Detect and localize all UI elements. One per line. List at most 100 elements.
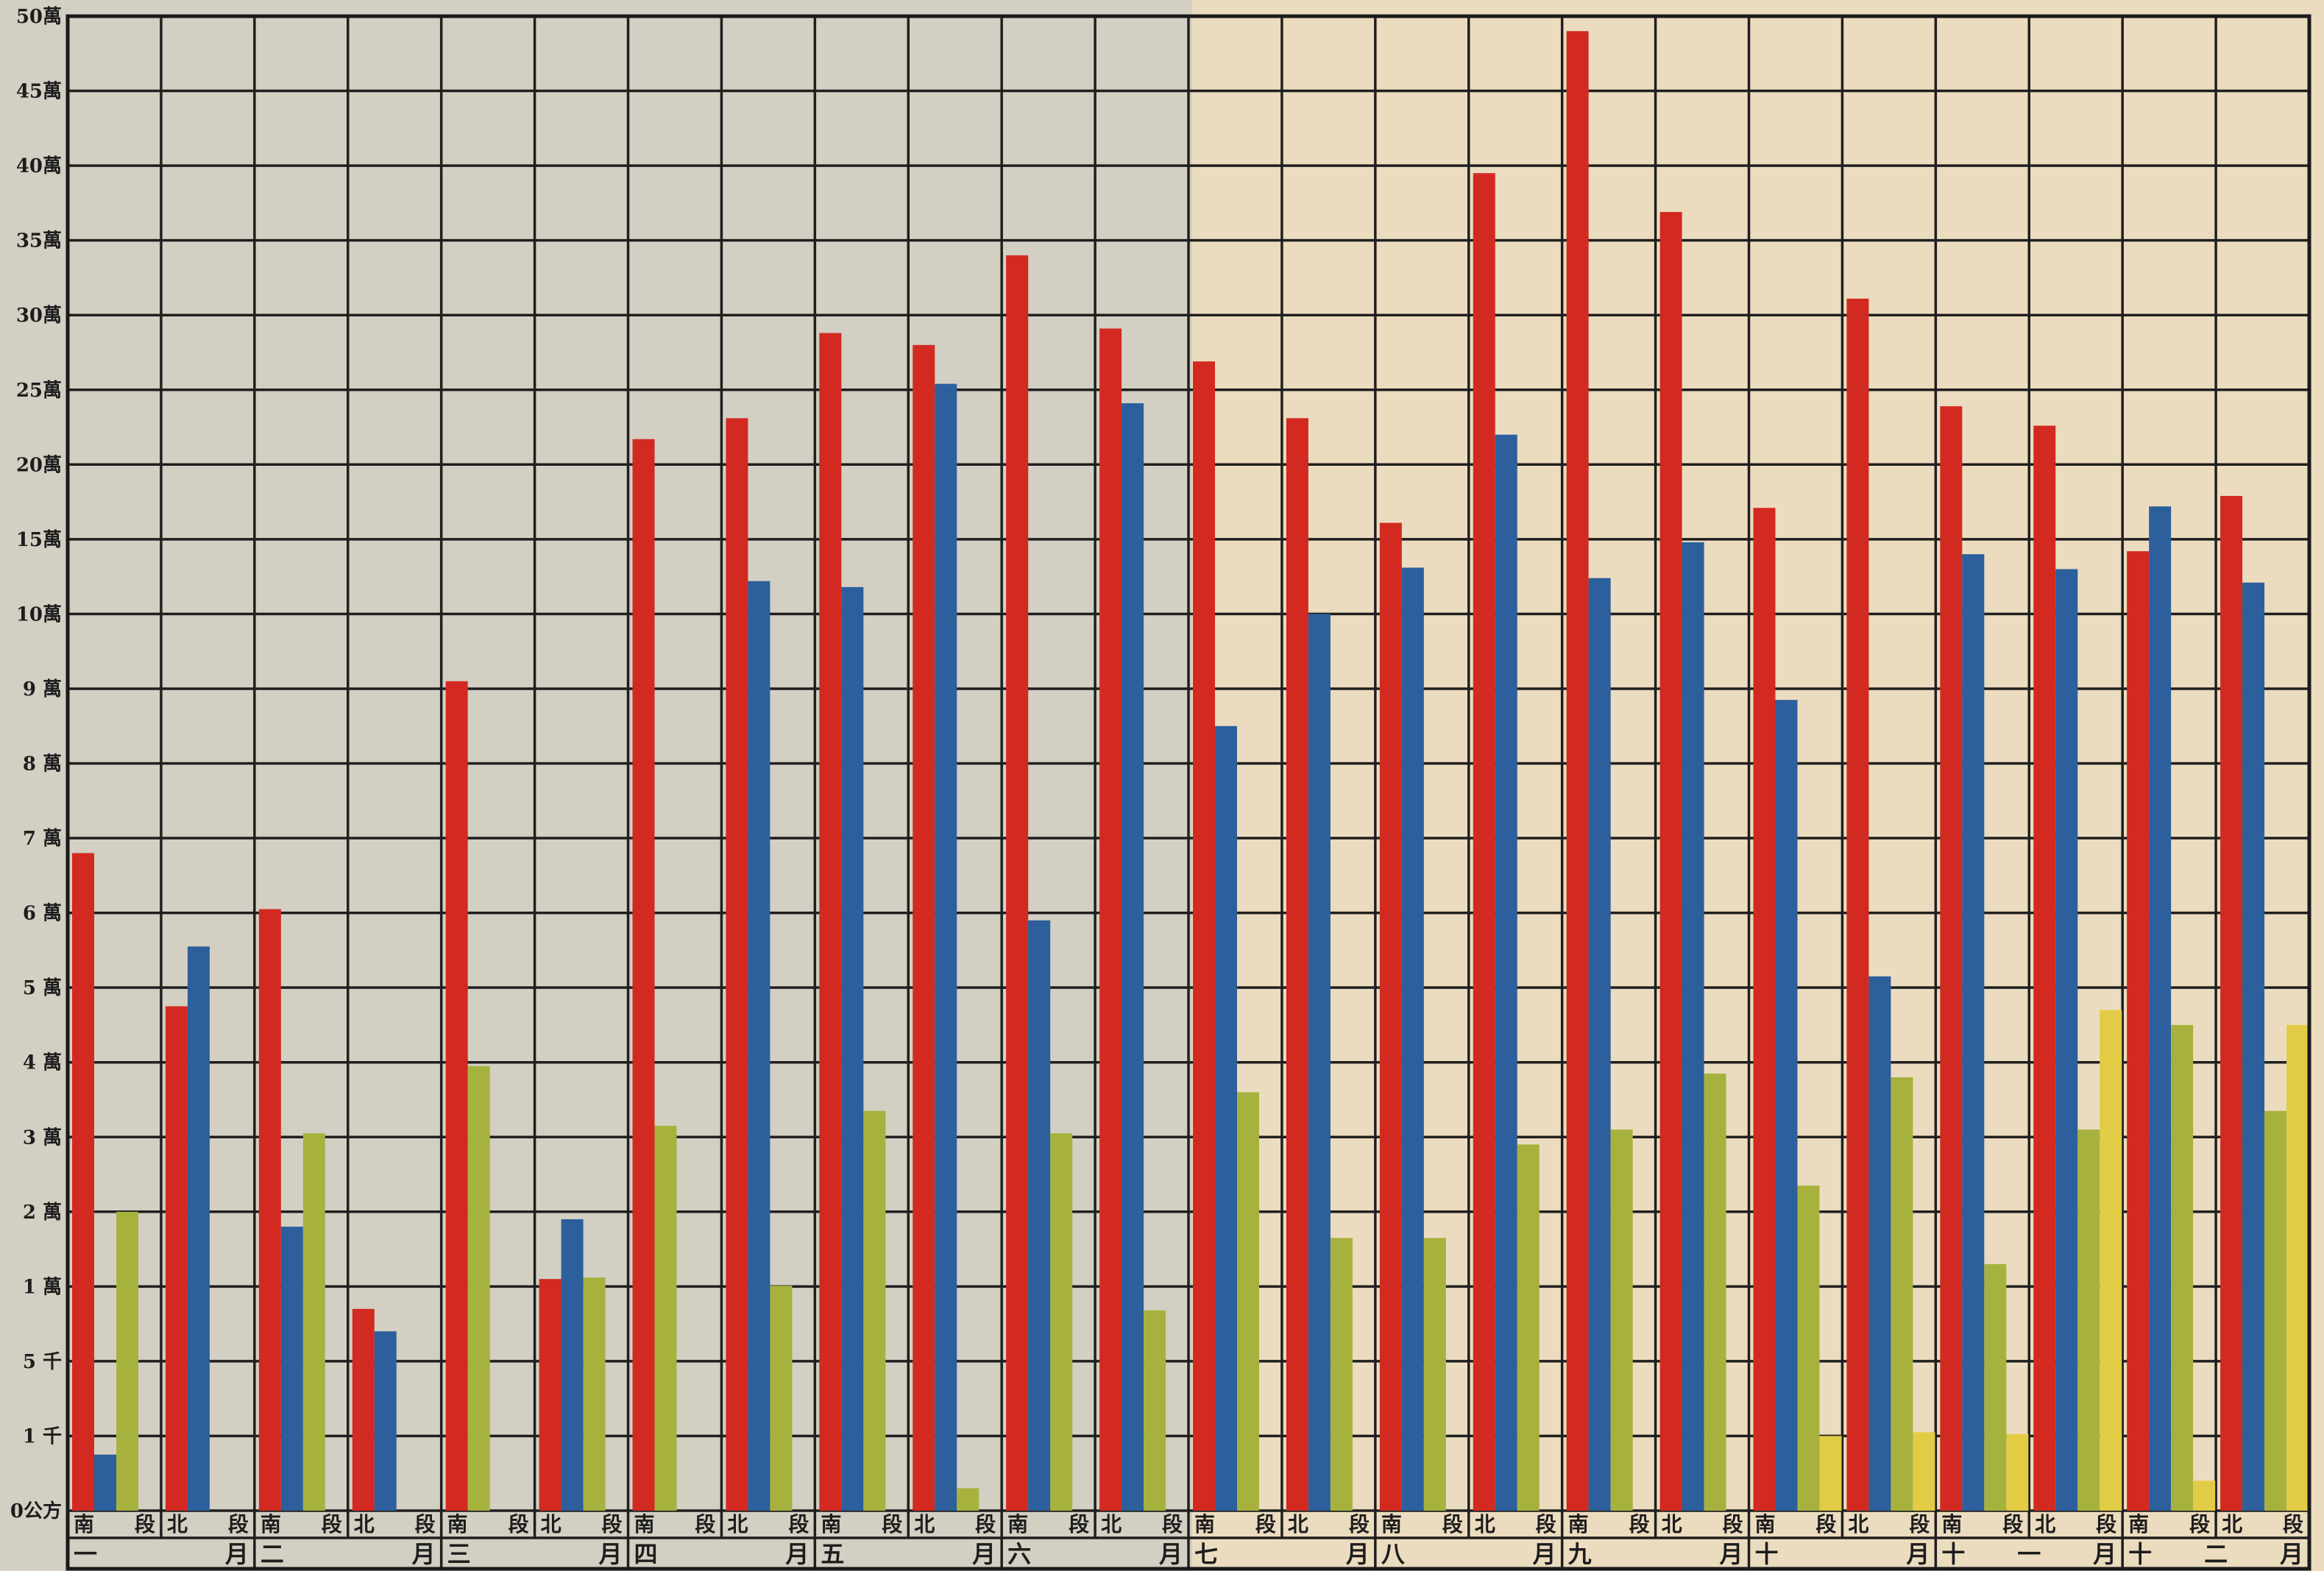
bar-yellow [2100,1010,2122,1511]
bar-blue [1122,403,1144,1511]
bar-blue [1401,567,1424,1511]
segment-label: 南 [1755,1512,1776,1536]
bar-green [1330,1238,1353,1511]
month-label: 七 [1194,1540,1218,1568]
segment-label: 段 [2002,1512,2023,1536]
y-tick-label: 45萬 [16,81,62,103]
bar-blue [374,1331,397,1511]
segment-label: 北 [1848,1512,1868,1536]
segment-label: 段 [135,1512,155,1536]
bar-green [1984,1263,2007,1511]
bar-red [2220,495,2243,1511]
bar-red [1753,508,1776,1511]
month-label: 月 [2093,1540,2116,1568]
segment-label: 南 [2128,1512,2149,1536]
bar-red [72,853,94,1511]
segment-label: 段 [601,1512,622,1536]
bar-green [957,1488,979,1511]
y-tick-label: 25萬 [16,380,62,402]
y-tick-label: 30萬 [16,305,62,327]
bar-green [1237,1092,1259,1511]
y-tick-label: 50萬 [16,6,62,28]
month-label: 一 [2017,1540,2041,1568]
bar-blue [1308,614,1331,1511]
segment-label: 段 [2096,1512,2116,1536]
segment-label: 段 [788,1512,809,1536]
bar-red [258,909,281,1511]
segment-label: 南 [821,1512,841,1536]
bar-red [726,418,748,1511]
bar-blue [1682,542,1704,1511]
segment-label: 段 [1069,1512,1089,1536]
segment-label: 北 [1288,1512,1308,1536]
segment-label: 段 [2189,1512,2210,1536]
segment-label: 北 [354,1512,375,1536]
month-label: 六 [1007,1540,1031,1568]
month-label: 月 [1906,1540,1930,1568]
month-label: 月 [2280,1540,2303,1568]
segment-label: 北 [1101,1512,1122,1536]
y-tick-label: 0公方 [10,1500,62,1522]
bar-yellow [2006,1433,2029,1511]
bar-blue [94,1454,116,1511]
month-label: 月 [1719,1540,1743,1568]
bar-blue [935,383,957,1511]
segment-label: 北 [2035,1512,2055,1536]
segment-label: 段 [1629,1512,1650,1536]
bar-red [2033,425,2056,1511]
bar-blue [2242,582,2265,1511]
bar-blue [841,586,864,1511]
bar-red [352,1308,375,1511]
bar-green [770,1285,793,1511]
bar-blue [561,1219,584,1511]
bar-green [2171,1024,2194,1511]
bar-red [1659,212,1682,1511]
bar-red [539,1279,561,1511]
segment-label: 南 [447,1512,468,1536]
month-label: 十 [2128,1540,2152,1568]
month-label: 二 [261,1540,284,1568]
bar-blue [1215,726,1237,1511]
y-tick-label: 6 萬 [23,903,62,925]
y-tick-label: 35萬 [16,230,62,252]
bar-green [467,1065,490,1511]
segment-label: 段 [228,1512,249,1536]
bar-red [1473,173,1495,1511]
month-label: 月 [972,1540,996,1568]
bar-red [1846,298,1869,1511]
segment-label: 北 [541,1512,561,1536]
month-label: 月 [598,1540,622,1568]
y-tick-label: 5 萬 [23,977,62,999]
segment-label: 北 [167,1512,188,1536]
y-tick-label: 4 萬 [23,1052,62,1074]
bar-red [1286,418,1308,1511]
segment-label: 北 [1662,1512,1682,1536]
bar-blue [187,946,210,1511]
month-label: 月 [1159,1540,1183,1568]
bar-green [2264,1110,2287,1511]
segment-label: 南 [1381,1512,1402,1536]
bar-green [1704,1073,1726,1511]
month-label: 八 [1381,1540,1406,1568]
y-tick-label: 1 千 [23,1425,62,1447]
segment-label: 北 [2222,1512,2242,1536]
y-tick-label: 5 千 [23,1351,62,1373]
bar-green [1050,1133,1073,1511]
month-label: 月 [1533,1540,1556,1568]
segment-label: 南 [1941,1512,1962,1536]
segment-label: 段 [322,1512,342,1536]
bar-green [1610,1130,1633,1511]
segment-label: 南 [1568,1512,1589,1536]
y-tick-label: 40萬 [16,155,62,177]
bar-red [913,344,935,1511]
segment-label: 南 [261,1512,281,1536]
month-label: 月 [225,1540,249,1568]
bar-green [302,1133,325,1511]
month-label: 九 [1568,1540,1592,1568]
bar-red [1193,361,1215,1511]
bar-red [445,681,468,1511]
segment-label: 段 [2283,1512,2303,1536]
bar-blue [2055,569,2078,1511]
month-label: 月 [412,1540,436,1568]
bar-green [863,1110,886,1511]
